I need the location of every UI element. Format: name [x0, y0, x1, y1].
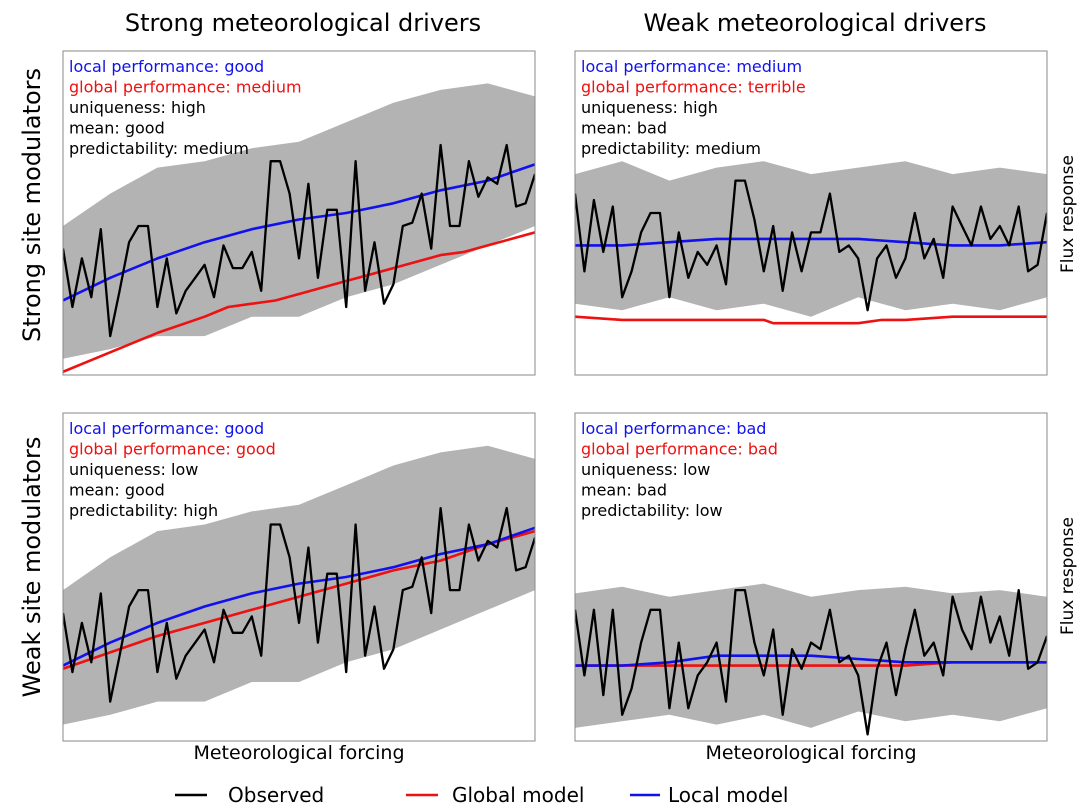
annotation-text: local performance: good [69, 57, 264, 76]
legend-label-global: Global model [452, 783, 584, 807]
panel-weak-drivers-strong-modulators: local performance: medium global performa… [574, 50, 1048, 376]
annotation-text: global performance: medium [69, 78, 302, 97]
annotation-text: uniqueness: low [69, 460, 198, 479]
annotation-text: local performance: medium [581, 57, 802, 76]
legend-label-local: Local model [668, 783, 788, 807]
uncertainty-band [63, 445, 535, 725]
series-local-line [63, 163, 535, 302]
uncertainty-band [63, 83, 535, 359]
series-local-line [63, 526, 535, 667]
series-observed-line [575, 588, 1047, 736]
panels: local performance: good global performanc… [62, 50, 1048, 742]
series-global-line [63, 529, 535, 671]
annotation-text: uniqueness: high [69, 98, 206, 117]
annotation-text: global performance: bad [581, 440, 778, 459]
row-label-weak-modulators: Weak site modulators [18, 437, 46, 698]
annotation-text: mean: bad [581, 119, 667, 138]
panel-frame [62, 50, 536, 376]
annotation-text: local performance: good [69, 419, 264, 438]
annotation-text: local performance: bad [581, 419, 766, 438]
annotation-text: mean: bad [581, 481, 667, 500]
annotation-text: predictability: low [581, 501, 723, 520]
right-ylabel-top: Flux response [1058, 155, 1078, 273]
xlabel-right: Meteorological forcing [705, 742, 916, 764]
series-local-line [575, 654, 1047, 667]
series-observed-line [575, 179, 1047, 312]
annotation-text: uniqueness: low [581, 460, 710, 479]
panel-frame [574, 412, 1048, 742]
xlabel-left: Meteorological forcing [193, 742, 404, 764]
legend-label-observed: Observed [228, 783, 324, 807]
right-ylabel-bottom: Flux response [1058, 517, 1078, 635]
annotation-text: global performance: terrible [581, 78, 806, 97]
panel-frame [574, 50, 1048, 376]
panel-frame [62, 412, 536, 742]
row-label-strong-modulators: Strong site modulators [18, 68, 46, 342]
plot-area [63, 83, 535, 374]
annotation-text: predictability: medium [69, 139, 249, 158]
plot-area [575, 583, 1047, 736]
panel-strong-drivers-weak-modulators: local performance: good global performanc… [62, 412, 536, 742]
column-title-weak-drivers: Weak meteorological drivers [644, 9, 987, 37]
column-title-strong-drivers: Strong meteorological drivers [125, 9, 481, 37]
series-global-line [575, 315, 1047, 325]
annotation-text: mean: good [69, 119, 165, 138]
panel-weak-drivers-weak-modulators: local performance: bad global performance… [574, 412, 1048, 742]
annotation-text: mean: good [69, 481, 165, 500]
annotation-text: uniqueness: high [581, 98, 718, 117]
series-local-line [575, 237, 1047, 247]
annotation-text: predictability: medium [581, 139, 761, 158]
series-global-line [63, 231, 535, 374]
annotation-text: global performance: good [69, 440, 276, 459]
series-observed-line [63, 143, 535, 338]
plot-area [63, 445, 535, 725]
plot-area [575, 161, 1047, 325]
series-observed-line [63, 506, 535, 703]
panel-strong-drivers-strong-modulators: local performance: good global performanc… [62, 50, 536, 376]
legend: Observed Global model Local model [175, 783, 788, 807]
annotation-text: predictability: high [69, 501, 218, 520]
